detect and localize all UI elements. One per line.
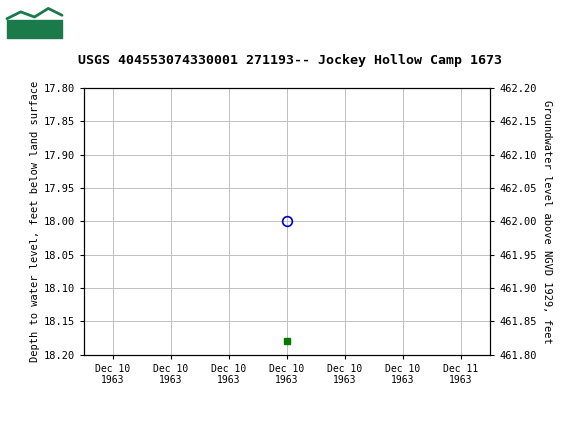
Y-axis label: Depth to water level, feet below land surface: Depth to water level, feet below land su… — [30, 81, 39, 362]
Text: USGS: USGS — [69, 10, 133, 31]
Legend: Period of approved data: Period of approved data — [190, 429, 385, 430]
Text: USGS 404553074330001 271193-- Jockey Hollow Camp 1673: USGS 404553074330001 271193-- Jockey Hol… — [78, 54, 502, 67]
Y-axis label: Groundwater level above NGVD 1929, feet: Groundwater level above NGVD 1929, feet — [542, 100, 552, 343]
FancyBboxPatch shape — [7, 3, 62, 37]
